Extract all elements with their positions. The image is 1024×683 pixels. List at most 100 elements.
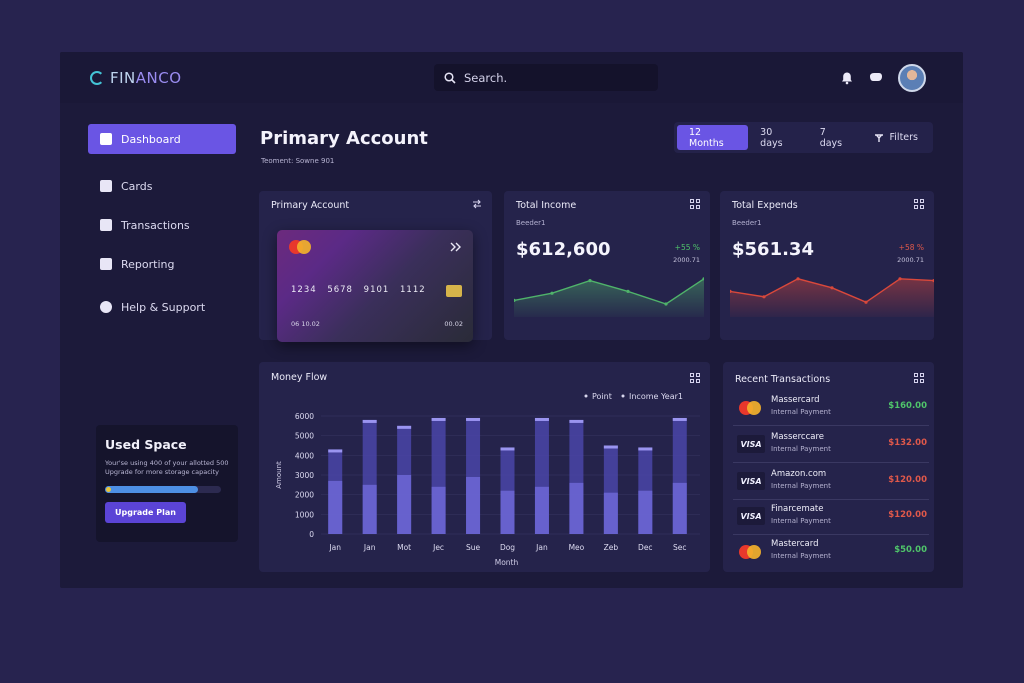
- transaction-row[interactable]: VISA Finarcemate Internal Payment $120.0…: [733, 499, 929, 535]
- transaction-type: Internal Payment: [771, 445, 831, 453]
- expends-change-sub: 2000.71: [897, 256, 924, 264]
- app-window: FINANCO Dashboard Cards Transactions Rep…: [60, 52, 963, 588]
- bar-cap: [362, 419, 377, 423]
- transaction-row[interactable]: VISA Masserccare Internal Payment $132.0…: [733, 427, 929, 463]
- page-subtitle: Teoment: Sowne 901: [261, 157, 335, 165]
- primary-account-card: Primary Account 1234 5678 9101 1112 06 1…: [259, 191, 492, 342]
- transaction-type: Internal Payment: [771, 408, 831, 416]
- range-12-months[interactable]: 12 Months: [677, 125, 749, 150]
- page-title: Primary Account: [260, 128, 428, 149]
- sparkline-point: [730, 289, 732, 293]
- bar-point: [466, 476, 481, 534]
- y-tick-label: 5000: [295, 432, 314, 441]
- expand-icon[interactable]: [690, 373, 700, 383]
- bar-cap: [431, 417, 446, 421]
- credit-card[interactable]: 1234 5678 9101 1112 06 10.02 00.02: [277, 230, 473, 342]
- sidebar-item-help[interactable]: Help & Support: [88, 292, 236, 322]
- y-tick-label: 4000: [295, 451, 314, 460]
- checkbox-icon: [100, 219, 112, 231]
- x-tick-label: Jan: [363, 543, 376, 552]
- bar-cap: [638, 447, 653, 451]
- upgrade-plan-button[interactable]: Upgrade Plan: [105, 501, 186, 523]
- money-flow-card: Money Flow Point Income Year1 0 1000 2000 300…: [259, 362, 710, 572]
- x-tick-label: Jec: [432, 543, 444, 552]
- sidebar-item-transactions[interactable]: Transactions: [88, 210, 236, 240]
- swap-icon[interactable]: [472, 199, 482, 209]
- bar-cap: [534, 417, 549, 421]
- y-axis-label: Amount: [275, 461, 283, 489]
- bar-point: [569, 482, 584, 534]
- filters-label: Filters: [889, 132, 918, 143]
- sparkline-point: [898, 277, 902, 281]
- x-tick-label: Mot: [397, 543, 411, 552]
- avatar[interactable]: [898, 64, 926, 92]
- sidebar-item-cards[interactable]: Cards: [88, 171, 236, 201]
- logo[interactable]: FINANCO: [90, 69, 182, 87]
- x-tick-label: Dec: [638, 543, 653, 552]
- transaction-type: Internal Payment: [771, 552, 831, 560]
- bar-point: [603, 492, 618, 534]
- income-change: +55 %: [674, 243, 700, 252]
- y-tick-label: 1000: [295, 510, 314, 519]
- top-actions: [840, 64, 926, 92]
- transaction-row[interactable]: Mastercard Internal Payment $50.00: [733, 534, 929, 570]
- bar-point: [362, 484, 377, 534]
- transaction-name: Masserccare: [771, 432, 825, 442]
- storage-progress-bar: [105, 485, 221, 493]
- card-subtitle: Beeder1: [516, 219, 546, 227]
- card-code: 00.02: [444, 320, 463, 328]
- used-space-description: Your'se using 400 of your allotted 500 U…: [105, 459, 229, 477]
- search-input[interactable]: [464, 70, 644, 85]
- logo-text: FINANCO: [110, 69, 182, 87]
- bar-point: [638, 490, 653, 534]
- card-number: 1234 5678 9101 1112: [291, 285, 426, 295]
- storage-progress-fill: [105, 485, 198, 493]
- sidebar-item-dashboard[interactable]: Dashboard: [88, 124, 236, 154]
- sidebar-item-label: Transactions: [121, 218, 190, 232]
- top-bar: FINANCO: [60, 52, 963, 103]
- visa-logo-icon: VISA: [737, 435, 765, 453]
- transaction-row[interactable]: VISA Amazon.com Internal Payment $120.00: [733, 464, 929, 500]
- progress-dot: [106, 486, 111, 492]
- transaction-name: Massercard: [771, 395, 820, 405]
- contactless-icon: [450, 242, 461, 252]
- range-7-days[interactable]: 7 days: [819, 126, 843, 149]
- expand-icon[interactable]: [690, 199, 700, 209]
- transaction-amount: $160.00: [888, 401, 927, 411]
- sparkline-point: [664, 302, 668, 306]
- income-value: $612,600: [516, 239, 611, 260]
- chip-icon: [446, 285, 462, 297]
- bell-icon[interactable]: [840, 71, 854, 85]
- bar-cap: [603, 445, 618, 449]
- search-box[interactable]: [434, 64, 658, 91]
- y-tick-label: 3000: [295, 471, 314, 480]
- card-title: Primary Account: [271, 200, 350, 211]
- income-change-sub: 2000.71: [673, 256, 700, 264]
- expends-value: $561.34: [732, 239, 814, 260]
- total-income-card: Total Income Beeder1 $612,600 +55 % 2000…: [504, 191, 710, 340]
- sparkline-point: [588, 279, 592, 283]
- sparkline-point: [514, 298, 516, 302]
- sidebar-item-label: Reporting: [121, 257, 175, 271]
- expand-icon[interactable]: [914, 373, 924, 383]
- x-tick-label: Sec: [673, 543, 687, 552]
- legend-label: Income Year1: [629, 392, 683, 401]
- filters-button[interactable]: Filters: [862, 125, 930, 150]
- card-title: Total Expends: [732, 200, 798, 211]
- card-title: Recent Transactions: [735, 374, 831, 385]
- expends-change: +58 %: [898, 243, 924, 252]
- legend-marker: [621, 394, 625, 398]
- transaction-name: Amazon.com: [771, 469, 827, 479]
- expand-icon[interactable]: [914, 199, 924, 209]
- range-selector: 12 Months 30 days 7 days Filters: [674, 122, 933, 153]
- bar-point: [500, 490, 515, 534]
- used-space-title: Used Space: [105, 437, 187, 452]
- sidebar-item-reporting[interactable]: Reporting: [88, 249, 236, 279]
- transaction-type: Internal Payment: [771, 482, 831, 490]
- range-30-days[interactable]: 30 days: [760, 126, 783, 149]
- bar-cap: [466, 417, 481, 421]
- bar-cap: [672, 417, 687, 421]
- wallet-icon[interactable]: [868, 71, 884, 85]
- mastercard-logo-icon: [739, 545, 761, 559]
- transaction-row[interactable]: Massercard Internal Payment $160.00: [733, 390, 929, 426]
